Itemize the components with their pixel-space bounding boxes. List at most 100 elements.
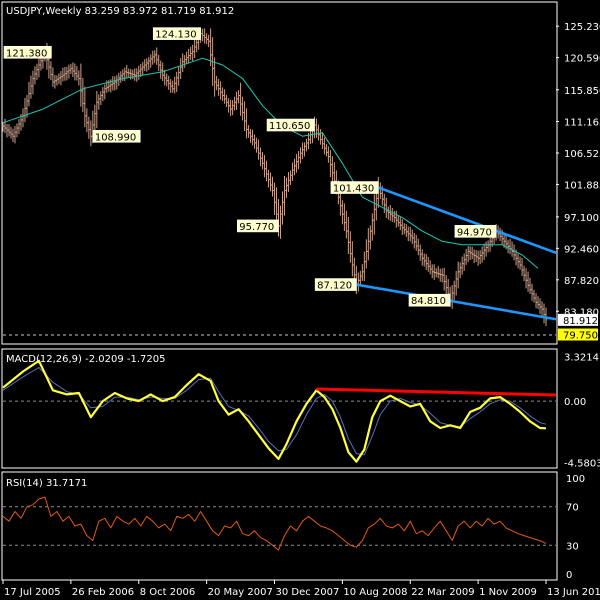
price-candle [325, 143, 328, 157]
price-candle [119, 71, 122, 83]
price-candle [405, 223, 408, 237]
main-panel-frame [1, 1, 558, 345]
annotation-label: 101.430 [333, 184, 374, 195]
price-candle [215, 75, 218, 91]
price-candle [518, 256, 522, 270]
moving-average-line [2, 57, 539, 269]
price-candle [267, 169, 270, 188]
price-candle [327, 146, 330, 163]
price-candle [269, 172, 272, 192]
price-candle [413, 232, 416, 249]
price-candle [512, 244, 516, 261]
price-candle [351, 241, 354, 277]
price-candle [125, 64, 128, 79]
price-candle [460, 256, 464, 275]
price-candle [113, 76, 116, 91]
price-candle [225, 94, 228, 108]
price-candle [289, 170, 292, 186]
price-candle [385, 197, 388, 218]
price-candle [395, 210, 398, 228]
price-candle [389, 204, 392, 221]
price-tick-label: 125.230 [564, 22, 600, 33]
price-candle [399, 217, 402, 231]
price-candle [452, 280, 456, 301]
macd-indicator [2, 359, 557, 463]
price-annotation: 110.650 [266, 118, 315, 132]
price-candle [263, 155, 266, 178]
price-candle [331, 156, 334, 185]
time-tick-label: 30 Dec 2007 [276, 587, 340, 598]
price-candle [403, 223, 406, 235]
price-candle [508, 238, 512, 255]
price-candle [35, 63, 39, 81]
price-tick-label: 83.180 [564, 307, 599, 318]
price-candle [31, 70, 35, 95]
rsi-axis: 100 70 30 0 [566, 474, 585, 581]
price-candle [383, 193, 386, 214]
price-candle [193, 39, 196, 59]
price-candle [273, 182, 276, 215]
price-candle [443, 267, 446, 291]
price-tick-label: 111.165 [564, 118, 600, 129]
price-candle [79, 63, 83, 107]
price-candle [484, 241, 488, 257]
current-price-marker [558, 313, 598, 326]
rsi-tick-label: 100 [566, 474, 585, 485]
price-candle [33, 66, 37, 85]
time-tick-label: 20 May 2007 [208, 587, 273, 598]
price-candle [53, 74, 57, 89]
price-candle [67, 64, 71, 79]
price-candle [145, 58, 148, 72]
price-candle [71, 62, 75, 77]
price-candle [167, 75, 170, 90]
price-annotation: 94.970 [454, 225, 497, 238]
price-candle [251, 129, 254, 146]
rsi-indicator [2, 496, 556, 551]
annotation-box [237, 219, 279, 233]
price-candle [534, 293, 538, 309]
price-annotation: 108.990 [92, 129, 141, 143]
price-candle [427, 256, 430, 272]
price-candle [319, 129, 322, 145]
macd-resistance-line [316, 387, 557, 397]
price-candle [431, 264, 434, 279]
price-annotations: 121.380 108.990 124.130 95.770 110.650 101.43… [3, 27, 497, 307]
price-candle [454, 270, 458, 296]
price-candle [5, 123, 9, 138]
price-candle [57, 73, 61, 84]
price-candle [425, 254, 428, 270]
price-candle [213, 57, 216, 97]
annotation-box [152, 27, 201, 40]
annotation-box [314, 278, 357, 291]
price-annotation: 124.130 [152, 27, 201, 41]
price-candle [187, 48, 190, 64]
price-candle [231, 100, 234, 116]
price-candle [367, 227, 370, 261]
price-candle [271, 176, 274, 197]
price-candle [183, 55, 186, 68]
price-annotation: 84.810 [408, 293, 451, 307]
price-candle [253, 134, 256, 149]
price-candle [191, 44, 194, 61]
annotation-box [330, 181, 379, 194]
price-candle [99, 91, 103, 106]
price-candle [59, 71, 63, 86]
price-candle [285, 177, 288, 198]
time-tick-label: 17 Jul 2005 [4, 587, 61, 598]
price-candle [291, 162, 294, 182]
price-candle [363, 251, 366, 282]
price-annotation: 121.380 [3, 45, 52, 59]
price-candle [387, 206, 390, 220]
price-candle [181, 53, 184, 73]
macd-tick-label: 0.00 [564, 397, 586, 408]
annotation-label: 84.810 [411, 296, 446, 307]
price-candle [23, 97, 27, 123]
price-candle [55, 75, 59, 86]
price-candle [279, 205, 282, 239]
annotation-box [408, 293, 451, 307]
price-candle [287, 172, 290, 192]
time-tick-label: 10 Aug 2008 [343, 587, 407, 598]
price-tick-label: 106.525 [564, 149, 600, 160]
price-candle [343, 203, 346, 231]
rsi-panel-frame [1, 471, 558, 581]
